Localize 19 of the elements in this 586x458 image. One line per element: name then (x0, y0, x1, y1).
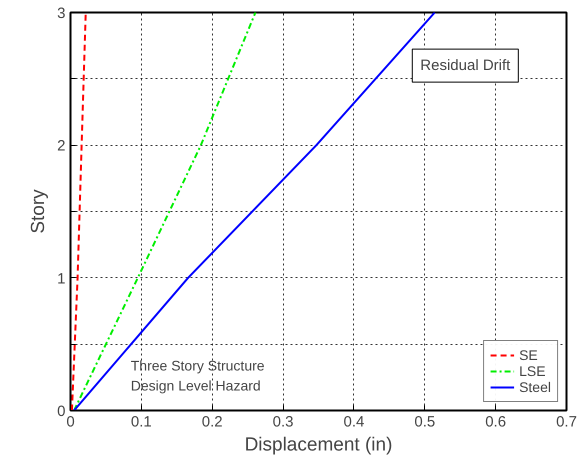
y-tick-label: 0 (57, 403, 66, 420)
annotation: Three Story Structure (130, 358, 265, 374)
x-tick-label: 0.5 (414, 414, 436, 430)
y-tick-label: 2 (57, 138, 66, 155)
annotation: Residual Drift (420, 57, 512, 74)
legend-label: LSE (519, 363, 546, 379)
x-tick-label: 0.2 (202, 414, 223, 430)
legend-label: SE (519, 347, 539, 363)
y-tick-label: 3 (57, 5, 66, 22)
y-tick-label: 1 (57, 270, 66, 288)
legend-label: Steel (519, 379, 551, 395)
x-tick-label: 0.4 (344, 414, 364, 430)
x-tick-label: 0.3 (272, 414, 294, 430)
x-axis-title: Displacement (in) (244, 434, 392, 456)
annotation: Design Level Hazard (130, 378, 261, 394)
x-tick-label: 0.6 (485, 414, 506, 430)
x-tick-label: 0.1 (130, 414, 152, 430)
x-tick-label: 0.7 (556, 414, 577, 430)
y-axis-title: Story (28, 188, 50, 234)
